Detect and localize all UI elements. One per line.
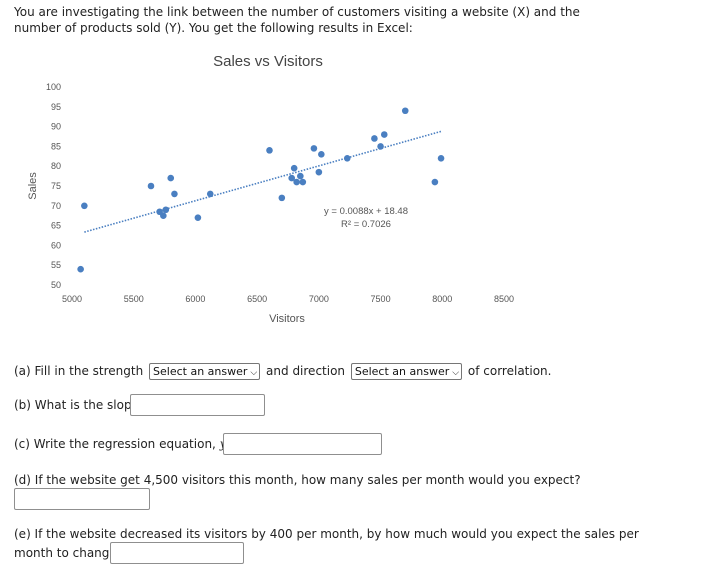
data-point (290, 164, 298, 172)
expected-sales-input[interactable] (14, 488, 150, 510)
direction-select[interactable]: Select an answer ⌵ (350, 363, 463, 380)
data-point (299, 178, 307, 186)
data-point (278, 194, 286, 202)
x-tick-label: 5000 (62, 294, 82, 304)
strength-select-value: Select an answer (153, 365, 248, 378)
x-tick-label: 7000 (309, 294, 329, 304)
data-point (81, 202, 88, 210)
chevron-down-icon: ⌵ (452, 368, 460, 378)
data-point (206, 190, 214, 198)
chevron-down-icon: ⌵ (250, 368, 258, 378)
trendline-equation: y = 0.0088x + 18.48 (324, 206, 408, 217)
scatter-chart: Sales vs Visitors Sales Visitors 50 55 60 6… (27, 53, 514, 325)
data-point (371, 135, 378, 142)
x-tick-label: 6000 (185, 294, 205, 304)
data-point (167, 174, 175, 182)
data-point (310, 145, 318, 152)
question-e-line2: month to change? (14, 546, 124, 560)
y-tick-label: 50 (51, 280, 61, 290)
direction-select-value: Select an answer (354, 365, 450, 378)
strength-select[interactable]: Select an answer ⌵ (149, 363, 261, 380)
y-axis-label: Sales (27, 172, 39, 200)
data-point (380, 131, 388, 138)
question-c-text: (c) Write the regression equation, (14, 437, 216, 451)
question-e-line1: (e) If the website decreased its visitor… (14, 527, 639, 541)
x-tick-label: 5500 (124, 294, 144, 304)
question-a-text-after: of correlation. (467, 364, 552, 378)
x-tick-label: 8500 (494, 294, 514, 304)
x-tick-label: 8000 (432, 294, 452, 304)
y-tick-label: 80 (51, 161, 61, 171)
question-c: (c) Write the regression equation, y = (14, 436, 240, 452)
y-tick-label: 85 (51, 141, 61, 151)
data-point (77, 265, 84, 273)
question-a-text-before: (a) Fill in the strength (14, 364, 144, 378)
data-point (162, 206, 170, 214)
data-point (401, 107, 409, 115)
data-point (431, 178, 439, 186)
y-tick-label: 90 (51, 122, 61, 132)
data-point (147, 182, 155, 190)
question-a-text-middle: and direction (266, 364, 346, 378)
y-tick-label: 75 (51, 181, 61, 191)
data-point (318, 151, 325, 158)
data-point (266, 147, 273, 154)
data-point (194, 214, 202, 221)
chart-title: Sales vs Visitors (213, 53, 323, 70)
question-a: (a) Fill in the strength Select an answe… (14, 363, 551, 380)
slope-input[interactable] (130, 394, 265, 416)
y-tick-label: 55 (51, 260, 61, 270)
x-axis-label: Visitors (269, 313, 305, 325)
data-point (377, 143, 384, 150)
sales-change-input[interactable] (110, 542, 244, 564)
x-tick-label: 6500 (247, 294, 267, 304)
r-squared: R² = 0.7026 (341, 219, 391, 230)
data-point (315, 168, 323, 176)
data-point (437, 154, 445, 162)
y-tick-label: 70 (51, 201, 61, 211)
data-point (171, 190, 178, 198)
problem-intro: You are investigating the link between t… (14, 5, 580, 35)
y-tick-label: 95 (51, 102, 61, 112)
x-tick-label: 7500 (371, 294, 391, 304)
question-b-text: (b) What is the slope? (14, 398, 146, 412)
data-point (288, 174, 296, 182)
data-point (297, 172, 304, 180)
y-tick-label: 65 (51, 221, 61, 231)
y-tick-label: 100 (46, 82, 61, 92)
y-tick-label: 60 (51, 240, 61, 250)
data-point (160, 212, 167, 219)
data-point (293, 178, 300, 186)
question-d-text: (d) If the website get 4,500 visitors th… (14, 473, 581, 487)
data-point (343, 154, 351, 162)
regression-equation-input[interactable] (223, 433, 382, 455)
